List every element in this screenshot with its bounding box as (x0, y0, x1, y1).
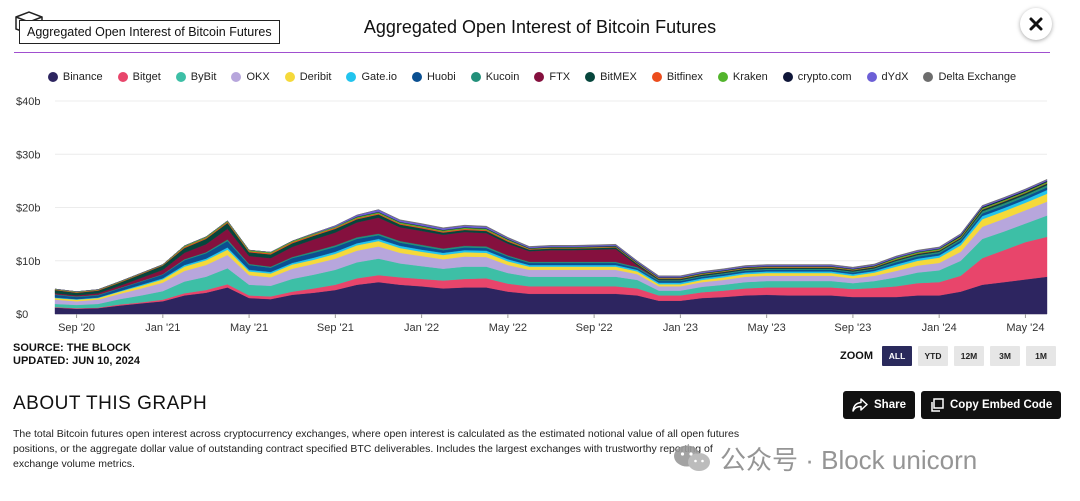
x-tick-label: May '24 (1006, 322, 1044, 334)
x-tick-label: Jan '22 (404, 322, 439, 334)
zoom-all-button[interactable]: ALL (882, 346, 912, 366)
legend-item-kraken[interactable]: Kraken (717, 71, 768, 83)
chart-legend: Binance Bitget ByBit OKX Deribit Gate.io Huobi… (0, 71, 1064, 83)
legend-label: Kucoin (485, 71, 520, 83)
close-icon (1029, 17, 1043, 31)
legend-swatch (534, 72, 545, 82)
legend-item-okx[interactable]: OKX (231, 71, 270, 83)
about-title: ABOUT THIS GRAPH (13, 393, 208, 414)
legend-item-ftx[interactable]: FTX (534, 71, 570, 83)
zoom-label: ZOOM (840, 350, 873, 362)
legend-item-delta-exchange[interactable]: Delta Exchange (923, 71, 1016, 83)
share-arrow-icon (852, 398, 868, 412)
title-divider (14, 52, 1050, 53)
zoom-ytd-button[interactable]: YTD (918, 346, 948, 366)
legend-swatch (651, 72, 662, 82)
legend-label: Huobi (426, 71, 456, 83)
legend-item-huobi[interactable]: Huobi (411, 71, 456, 83)
legend-label: Binance (62, 71, 103, 83)
legend-label: crypto.com (797, 71, 852, 83)
x-tick-label: Jan '24 (922, 322, 957, 334)
legend-item-bitget[interactable]: Bitget (117, 71, 161, 83)
legend-label: Deribit (299, 71, 332, 83)
x-tick-label: Jan '23 (663, 322, 698, 334)
legend-label: FTX (549, 71, 571, 83)
legend-swatch (585, 72, 596, 82)
legend-swatch (47, 72, 58, 82)
x-tick-label: Sep '20 (58, 322, 95, 334)
y-tick-label: $20b (16, 203, 40, 215)
close-button[interactable] (1020, 8, 1052, 40)
area-delta-exchange (54, 178, 1048, 292)
updated-line: UPDATED: JUN 10, 2024 (13, 355, 140, 367)
legend-item-kucoin[interactable]: Kucoin (470, 71, 520, 83)
legend-swatch (175, 72, 186, 82)
legend-swatch (411, 72, 422, 82)
chart-title: Aggregated Open Interest of Bitcoin Futu… (363, 17, 717, 37)
x-tick-label: May '22 (489, 322, 527, 334)
zoom-1m-button[interactable]: 1M (1026, 346, 1056, 366)
wechat-icon (674, 445, 710, 471)
copy-icon (931, 398, 944, 412)
legend-item-bitmex[interactable]: BitMEX (585, 71, 637, 83)
x-tick-label: Jan '21 (145, 322, 180, 334)
legend-swatch (782, 72, 793, 82)
legend-label: Bitget (132, 71, 161, 83)
legend-label: ByBit (190, 71, 217, 83)
source-note: SOURCE: THE BLOCK UPDATED: JUN 10, 2024 (13, 342, 140, 368)
legend-item-bybit[interactable]: ByBit (175, 71, 217, 83)
legend-item-gate-io[interactable]: Gate.io (346, 71, 397, 83)
share-button[interactable]: Share (843, 391, 915, 419)
legend-label: Gate.io (361, 71, 397, 83)
legend-label: Kraken (732, 71, 768, 83)
legend-label: Bitfinex (666, 71, 703, 83)
legend-item-deribit[interactable]: Deribit (284, 71, 332, 83)
legend-swatch (284, 72, 295, 82)
legend-item-bitfinex[interactable]: Bitfinex (651, 71, 703, 83)
zoom-controls: ZOOM ALL YTD 12M 3M 1M (840, 346, 1056, 366)
y-tick-label: $40b (16, 96, 40, 108)
x-tick-label: Sep '21 (317, 322, 354, 334)
legend-item-binance[interactable]: Binance (47, 71, 103, 83)
y-tick-label: $0 (16, 309, 28, 321)
open-interest-chart: $0 $10b $20b $30b $40b Sep '20 Jan '21 May '21 S… (16, 96, 1048, 334)
x-tick-label: Sep '22 (576, 322, 613, 334)
legend-swatch (470, 72, 481, 82)
embed-chart-label: Aggregated Open Interest of Bitcoin Futu… (19, 20, 280, 44)
legend-item-crypto-com[interactable]: crypto.com (782, 71, 852, 83)
legend-label: dYdX (881, 71, 909, 83)
legend-item-dydx[interactable]: dYdX (866, 71, 909, 83)
zoom-12m-button[interactable]: 12M (954, 346, 984, 366)
about-description: The total Bitcoin futures open interest … (13, 428, 740, 470)
legend-swatch (866, 72, 877, 82)
legend-swatch (117, 72, 128, 82)
y-tick-label: $30b (16, 149, 40, 161)
legend-label: OKX (246, 71, 270, 83)
legend-label: Delta Exchange (938, 71, 1017, 83)
x-tick-label: May '21 (230, 322, 268, 334)
zoom-3m-button[interactable]: 3M (990, 346, 1020, 366)
source-line: SOURCE: THE BLOCK (13, 342, 131, 354)
watermark: 公众号 · Block unicorn (672, 440, 977, 477)
legend-swatch (923, 72, 934, 82)
x-tick-label: Sep '23 (834, 322, 871, 334)
x-tick-label: May '23 (748, 322, 786, 334)
copy-embed-button[interactable]: Copy Embed Code (921, 391, 1062, 419)
legend-swatch (717, 72, 728, 82)
legend-swatch (346, 72, 357, 82)
legend-swatch (231, 72, 242, 82)
legend-label: BitMEX (600, 71, 637, 83)
copy-embed-label: Copy Embed Code (950, 399, 1053, 411)
share-label: Share (874, 399, 906, 411)
watermark-text: 公众号 · Block unicorn (720, 445, 978, 475)
y-tick-label: $10b (16, 256, 40, 268)
